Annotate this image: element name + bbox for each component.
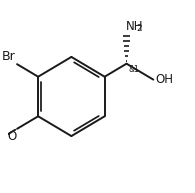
Text: &1: &1 (128, 65, 139, 74)
Text: Br: Br (1, 50, 15, 63)
Text: 2: 2 (137, 24, 143, 33)
Text: NH: NH (125, 20, 143, 33)
Text: OH: OH (155, 73, 173, 86)
Text: O: O (7, 130, 16, 143)
